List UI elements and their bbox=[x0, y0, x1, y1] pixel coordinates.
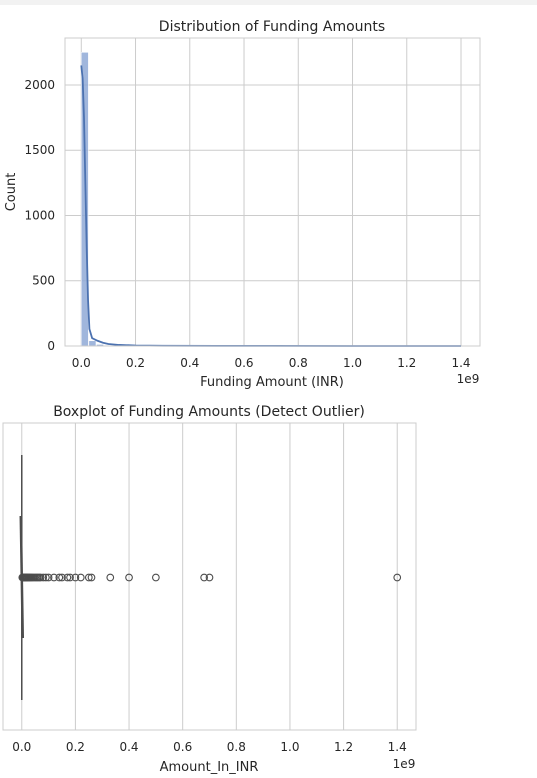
box-x-offset-label: 1e9 bbox=[393, 757, 416, 771]
hist-title: Distribution of Funding Amounts bbox=[159, 19, 385, 35]
box-x-tick-7: 1.4 bbox=[388, 740, 407, 754]
box-outlier-36 bbox=[153, 574, 160, 581]
hist-x-tick-4: 0.8 bbox=[289, 356, 308, 370]
hist-y-tick-3: 1500 bbox=[24, 143, 55, 157]
hist-kde-line bbox=[81, 65, 461, 346]
hist-x-tick-labels: 0.0 0.2 0.4 0.6 0.8 1.0 1.2 1.4 bbox=[72, 356, 471, 370]
box-x-axis-label: Amount_In_INR bbox=[160, 760, 259, 775]
hist-x-tick-3: 0.6 bbox=[234, 356, 253, 370]
hist-bar-1 bbox=[89, 341, 96, 346]
box-x-tick-5: 1.0 bbox=[280, 740, 299, 754]
boxplot-chart: Boxplot of Funding Amounts (Detect Outli… bbox=[3, 404, 416, 775]
box-outlier-34 bbox=[107, 574, 114, 581]
box-x-tick-2: 0.4 bbox=[119, 740, 138, 754]
box-x-tick-0: 0.0 bbox=[12, 740, 31, 754]
box-x-tick-3: 0.6 bbox=[173, 740, 192, 754]
hist-y-tick-labels: 0 500 1000 1500 2000 bbox=[24, 78, 55, 353]
box-x-tick-labels: 0.0 0.2 0.4 0.6 0.8 1.0 1.2 1.4 bbox=[12, 740, 407, 754]
hist-x-tick-7: 1.4 bbox=[451, 356, 470, 370]
hist-y-tick-0: 0 bbox=[47, 339, 55, 353]
hist-x-tick-2: 0.4 bbox=[180, 356, 199, 370]
box-x-tick-4: 0.8 bbox=[227, 740, 246, 754]
hist-x-tick-6: 1.2 bbox=[397, 356, 416, 370]
hist-y-axis-label: Count bbox=[4, 173, 19, 212]
hist-x-axis-label: Funding Amount (INR) bbox=[200, 375, 344, 390]
hist-x-offset-label: 1e9 bbox=[457, 372, 480, 386]
hist-y-tick-2: 1000 bbox=[24, 208, 55, 222]
hist-gridlines bbox=[65, 38, 480, 346]
hist-plot-frame bbox=[65, 38, 480, 346]
box-x-tick-1: 0.2 bbox=[66, 740, 85, 754]
hist-y-tick-1: 500 bbox=[32, 274, 55, 288]
hist-x-tick-1: 0.2 bbox=[126, 356, 145, 370]
histogram-chart: Distribution of Funding Amounts 0.0 0.2 0.… bbox=[4, 19, 480, 390]
hist-y-tick-4: 2000 bbox=[24, 78, 55, 92]
box-x-tick-6: 1.2 bbox=[334, 740, 353, 754]
box-title: Boxplot of Funding Amounts (Detect Outli… bbox=[53, 404, 365, 420]
hist-x-tick-0: 0.0 bbox=[72, 356, 91, 370]
hist-x-tick-5: 1.0 bbox=[343, 356, 362, 370]
